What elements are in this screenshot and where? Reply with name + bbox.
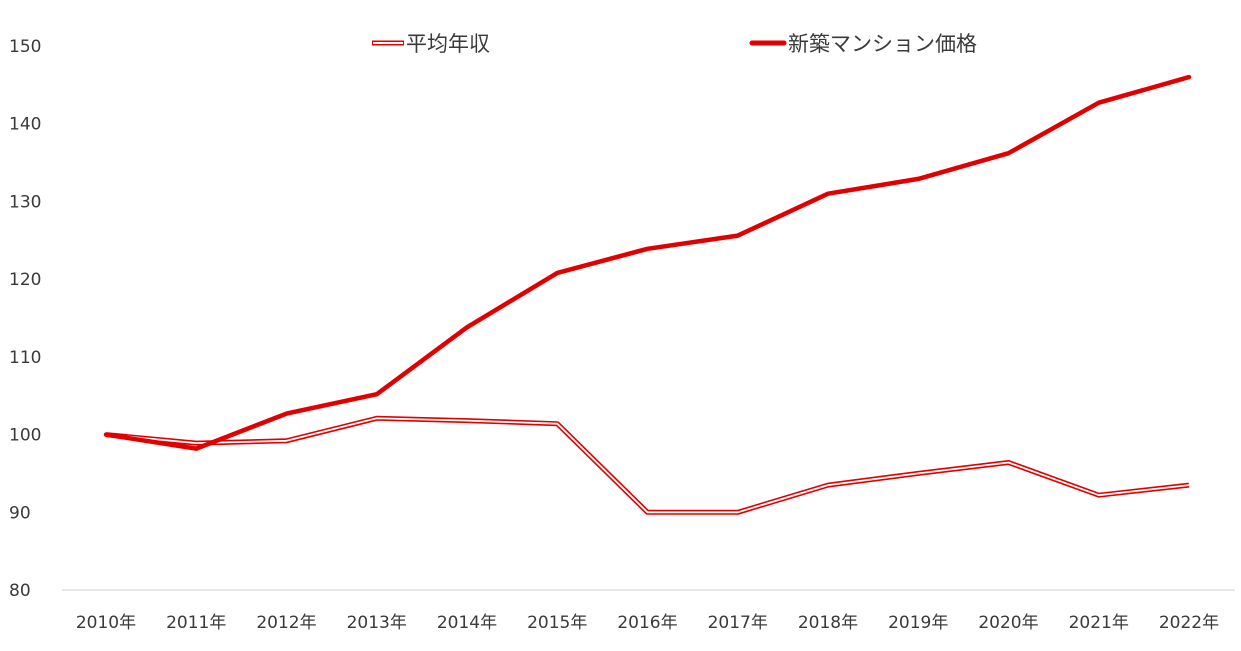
- legend-item-new-condo-price: 新築マンション価格: [749, 32, 977, 56]
- x-tick-label: 2012年: [256, 613, 316, 633]
- series-layer: [103, 74, 1192, 515]
- x-tick-label: 2010年: [76, 613, 136, 633]
- y-tick-label: 90: [9, 503, 31, 523]
- x-tick-label: 2020年: [978, 613, 1038, 633]
- legend-item-avg-income: 平均年収: [372, 32, 490, 56]
- legend: 平均年収 新築マンション価格: [372, 32, 977, 56]
- x-tick-label: 2022年: [1159, 613, 1219, 633]
- x-tick-label: 2011年: [166, 613, 226, 633]
- x-tick-label: 2021年: [1069, 613, 1129, 633]
- x-tick-label: 2017年: [708, 613, 768, 633]
- series-line-new-condo-price: [103, 74, 1192, 451]
- y-tick-label: 110: [9, 348, 41, 368]
- legend-label-avg-income: 平均年収: [406, 32, 490, 56]
- series-line-avg-income: [105, 415, 1190, 515]
- y-tick-label: 80: [9, 581, 31, 601]
- x-tick-label: 2018年: [798, 613, 858, 633]
- series-line-avg-income-inner: [105, 417, 1190, 514]
- x-tick-label: 2014年: [437, 613, 497, 633]
- x-tick-label: 2019年: [888, 613, 948, 633]
- y-tick-label: 100: [9, 426, 41, 446]
- y-tick-label: 120: [9, 270, 41, 290]
- x-tick-label: 2016年: [617, 613, 677, 633]
- x-tick-label: 2013年: [347, 613, 407, 633]
- y-tick-label: 130: [9, 192, 41, 212]
- y-tick-label: 150: [9, 37, 41, 57]
- y-tick-label: 140: [9, 115, 41, 135]
- x-axis-labels: 2010年 2011年 2012年 2013年 2014年 2015年 2016年 2017年…: [76, 613, 1219, 633]
- x-tick-label: 2015年: [527, 613, 587, 633]
- y-axis-labels: 80 90 100 110 120 130 140 150: [9, 37, 41, 601]
- legend-label-new-condo-price: 新築マンション価格: [788, 32, 977, 56]
